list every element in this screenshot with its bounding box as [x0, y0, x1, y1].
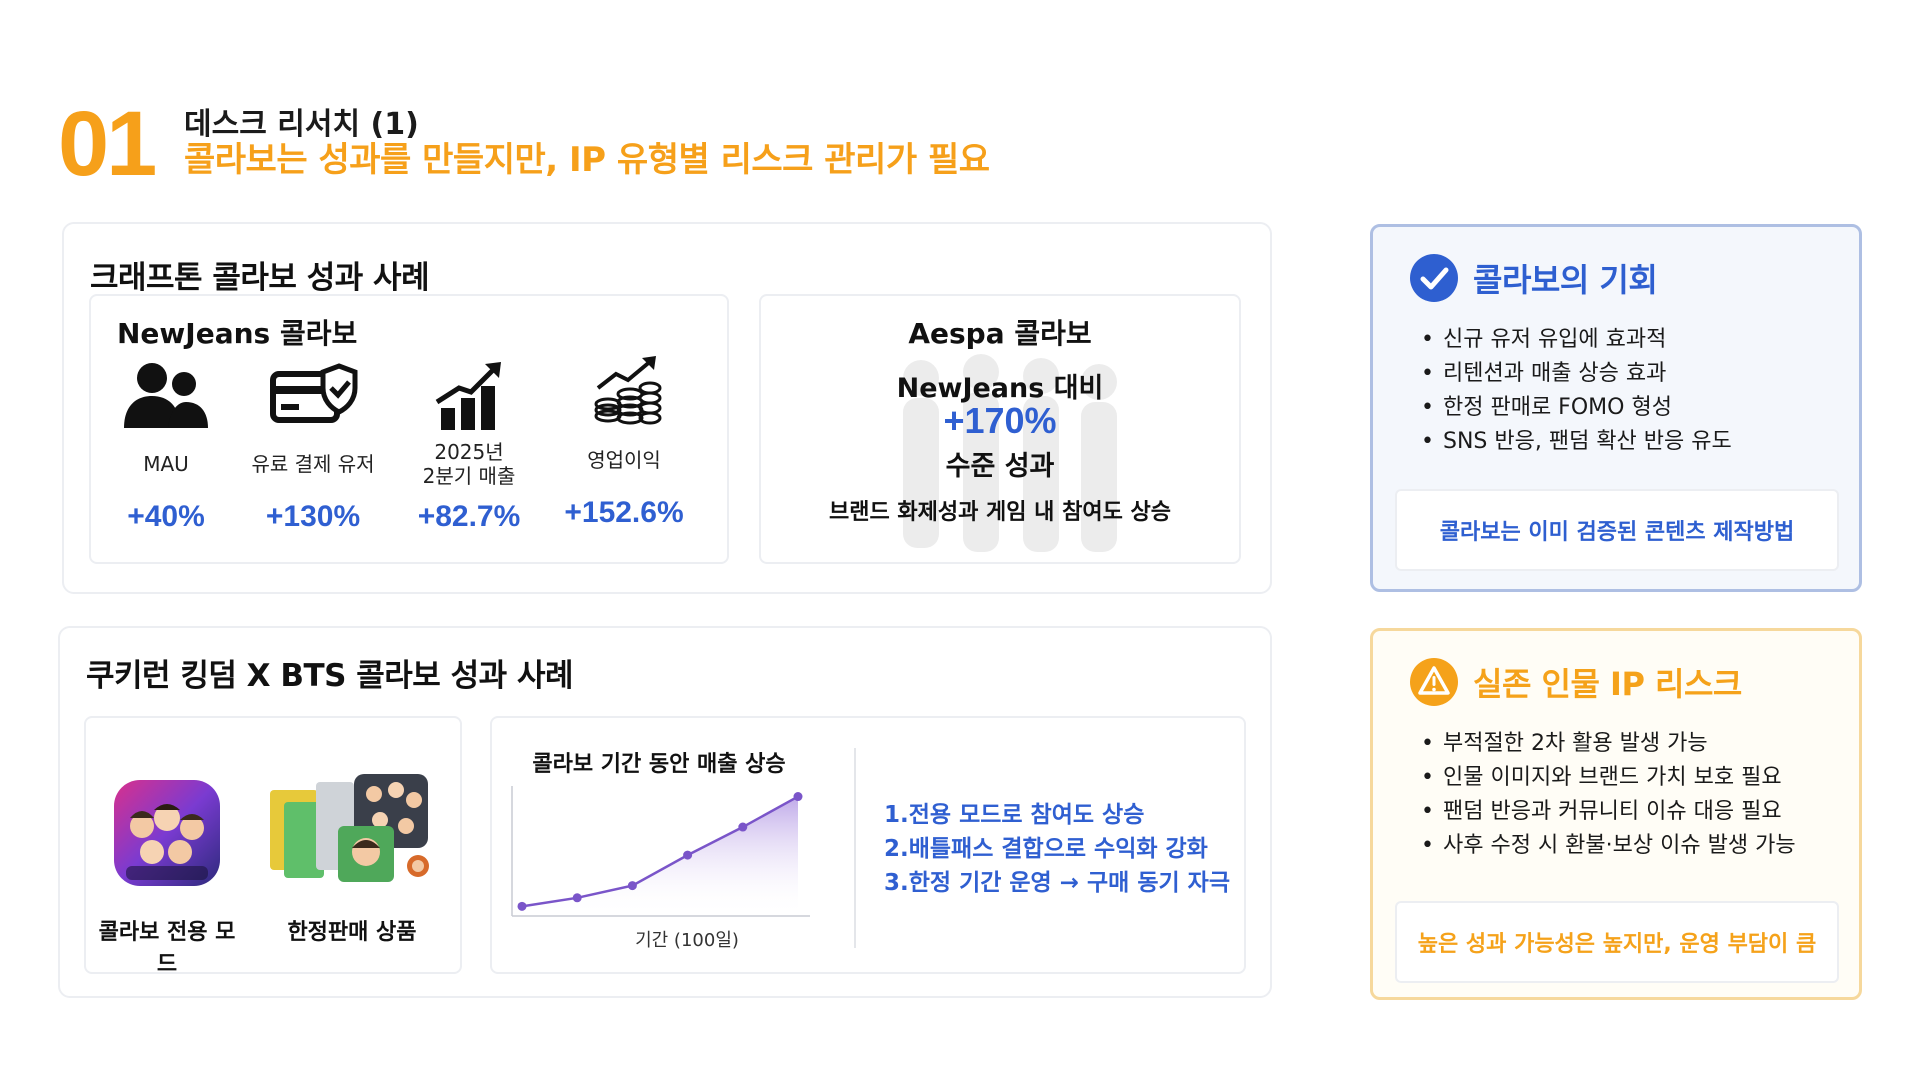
- list-item: 신규 유저 유입에 효과적: [1421, 323, 1732, 357]
- list-item: SNS 반응, 팬덤 확산 반응 유도: [1421, 425, 1732, 459]
- stat-label: 2025년 2분기 매출: [422, 440, 516, 488]
- stat-label: MAU: [143, 452, 189, 476]
- divider: [854, 748, 856, 948]
- page-title: 콜라보는 성과를 만들지만, IP 유형별 리스크 관리가 필요: [184, 140, 990, 180]
- chart-title: 콜라보 기간 동안 매출 상승: [532, 752, 786, 777]
- collab-items-card: 콜라보 전용 모드 한정판매 상품: [84, 716, 462, 977]
- risk-panel: 실존 인물 IP 리스크 부적절한 2차 활용 발생 가능 인물 이미지와 브랜…: [1370, 628, 1862, 1000]
- krafton-case-title: 크래프톤 콜라보 성과 사례: [90, 260, 430, 296]
- aespa-title: Aespa 콜라보: [908, 317, 1092, 350]
- aespa-compare-text: NewJeans 대비: [896, 373, 1104, 404]
- effects-list: 1.전용 모드로 참여도 상승 2.배틀패스 결합으로 수익화 강화 3.한정 …: [884, 798, 1230, 900]
- cookierun-case-title: 쿠키런 킹덤 X BTS 콜라보 성과 사례: [86, 658, 574, 694]
- stat-label: 영업이익: [587, 448, 661, 472]
- risk-title: 실존 인물 IP 리스크: [1473, 665, 1742, 703]
- stat-mau: MAU +40%: [91, 358, 241, 534]
- stat-operating-profit: 영업이익 +152.6%: [549, 354, 699, 530]
- limited-goods-label: 한정판매 상품: [287, 920, 417, 945]
- data-point: [793, 792, 803, 802]
- revenue-chart-card: 콜라보 기간 동안 매출 상승 기간 (100일) 1.전용 모드로 참여도 상…: [490, 716, 1246, 974]
- stat-paying-users: 유료 결제 유저 +130%: [238, 358, 388, 534]
- risk-list: 부적절한 2차 활용 발생 가능 인물 이미지와 브랜드 가치 보호 필요 팬덤…: [1421, 727, 1796, 863]
- list-item: 팬덤 반응과 커뮤니티 이슈 대응 필요: [1421, 795, 1796, 829]
- list-item: 부적절한 2차 활용 발생 가능: [1421, 727, 1796, 761]
- coins-growth-icon: [594, 356, 662, 425]
- data-point: [572, 893, 582, 903]
- collab-mode-label: 콜라보 전용 모드: [98, 920, 236, 977]
- aespa-value: +170%: [943, 400, 1057, 441]
- data-point: [627, 881, 637, 891]
- opportunity-list: 신규 유저 유입에 효과적 리텐션과 매출 상승 효과 한정 판매로 FOMO …: [1421, 323, 1732, 459]
- aespa-card: Aespa 콜라보 NewJeans 대비 +170% 수준 성과 브랜드 화제…: [759, 294, 1241, 564]
- section-subtitle: 데스크 리서치 (1): [184, 107, 419, 142]
- effect-item: 3.한정 기간 운영 → 구매 동기 자극: [884, 870, 1230, 896]
- newjeans-card: NewJeans 콜라보 MAU +40% 유료 결제 유저 +130%: [89, 294, 729, 564]
- data-point: [517, 901, 527, 911]
- warning-circle-icon: [1410, 658, 1458, 706]
- data-point: [683, 850, 693, 860]
- series-area: [522, 796, 798, 916]
- risk-header: 실존 인물 IP 리스크: [1409, 657, 1742, 707]
- list-item: 사후 수정 시 환불·보상 이슈 발생 가능: [1421, 829, 1796, 863]
- stat-label: 유료 결제 유저: [251, 452, 375, 476]
- risk-summary: 높은 성과 가능성은 높지만, 운영 부담이 큼: [1395, 901, 1839, 983]
- opportunity-header: 콜라보의 기회: [1409, 253, 1658, 303]
- check-circle-icon: [1410, 254, 1458, 302]
- list-item: 한정 판매로 FOMO 형성: [1421, 391, 1732, 425]
- stat-value: +82.7%: [417, 500, 521, 533]
- data-point: [738, 822, 748, 832]
- growth-bars-icon: [435, 362, 501, 430]
- effect-item: 2.배틀패스 결합으로 수익화 강화: [884, 836, 1208, 862]
- stat-value: +130%: [265, 500, 361, 533]
- newjeans-title: NewJeans 콜라보: [117, 317, 358, 350]
- opportunity-title: 콜라보의 기회: [1473, 261, 1658, 299]
- group-silhouette-image: [903, 354, 1117, 552]
- revenue-area-chart: [511, 786, 810, 917]
- collab-mode-image: [114, 780, 220, 886]
- users-icon: [124, 363, 208, 428]
- krafton-case-panel: 크래프톤 콜라보 성과 사례 NewJeans 콜라보 MAU +40% 유: [62, 222, 1272, 594]
- aespa-level-text: 수준 성과: [945, 451, 1055, 482]
- aespa-summary: 브랜드 화제성과 게임 내 참여도 상승: [829, 500, 1171, 525]
- payment-card-icon: [270, 363, 358, 423]
- chart-x-label: 기간 (100일): [635, 930, 739, 951]
- limited-goods-image: [270, 774, 429, 882]
- opportunity-panel: 콜라보의 기회 신규 유저 유입에 효과적 리텐션과 매출 상승 효과 한정 판…: [1370, 224, 1862, 592]
- list-item: 인물 이미지와 브랜드 가치 보호 필요: [1421, 761, 1796, 795]
- stat-value: +40%: [127, 500, 205, 533]
- section-number: 01: [58, 93, 157, 195]
- cookierun-case-panel: 쿠키런 킹덤 X BTS 콜라보 성과 사례 콜라보 전용 모드: [58, 626, 1272, 998]
- list-item: 리텐션과 매출 상승 효과: [1421, 357, 1732, 391]
- stat-revenue: 2025년 2분기 매출 +82.7%: [394, 358, 544, 534]
- effect-item: 1.전용 모드로 참여도 상승: [884, 802, 1145, 828]
- series-line: [521, 795, 799, 908]
- opportunity-summary: 콜라보는 이미 검증된 콘텐츠 제작방법: [1395, 489, 1839, 571]
- stat-value: +152.6%: [564, 496, 684, 529]
